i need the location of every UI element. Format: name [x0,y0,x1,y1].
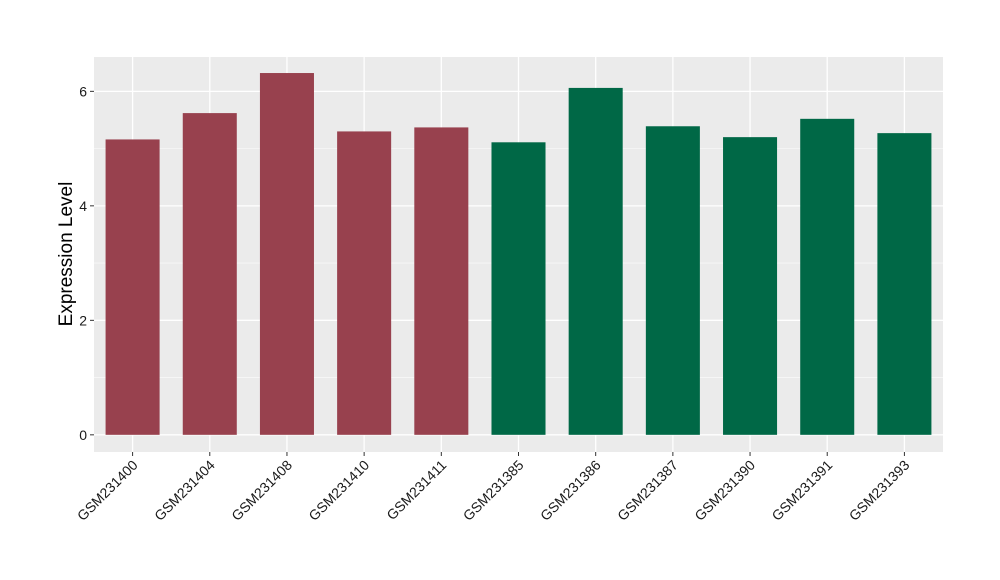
bar [800,118,855,435]
bars [105,73,932,435]
x-tick-label: GSM231390 [691,457,758,524]
y-tick-label: 4 [79,198,87,214]
y-tick-label: 2 [79,312,87,328]
bar [491,142,546,435]
x-tick-label: GSM231411 [383,457,449,523]
y-axis-title: Expression Level [56,182,77,327]
bar [568,87,623,435]
x-tick-label: GSM231404 [151,457,218,524]
bar [182,113,237,435]
x-tick-label: GSM231408 [228,457,295,524]
x-tick-label: GSM231385 [460,457,527,524]
x-tick-label: GSM231387 [614,457,681,524]
x-tick-label: GSM231400 [74,457,141,524]
bar [105,139,160,435]
bar [414,127,469,435]
x-tick-label: GSM231410 [305,457,372,524]
y-tick-label: 0 [79,427,87,443]
bar [645,126,700,435]
y-tick-label: 6 [79,83,87,99]
x-tick-label: GSM231391 [768,457,835,524]
bar [337,131,392,435]
bar [259,73,314,435]
x-axis: GSM231400 GSM231404 GSM231408 GSM231410 GSM2… [74,452,913,524]
bar [723,137,778,435]
bar [877,133,932,435]
y-axis: 0 2 4 6 [79,83,94,443]
x-tick-label: GSM231386 [537,457,604,524]
x-tick-label: GSM231393 [846,457,913,524]
